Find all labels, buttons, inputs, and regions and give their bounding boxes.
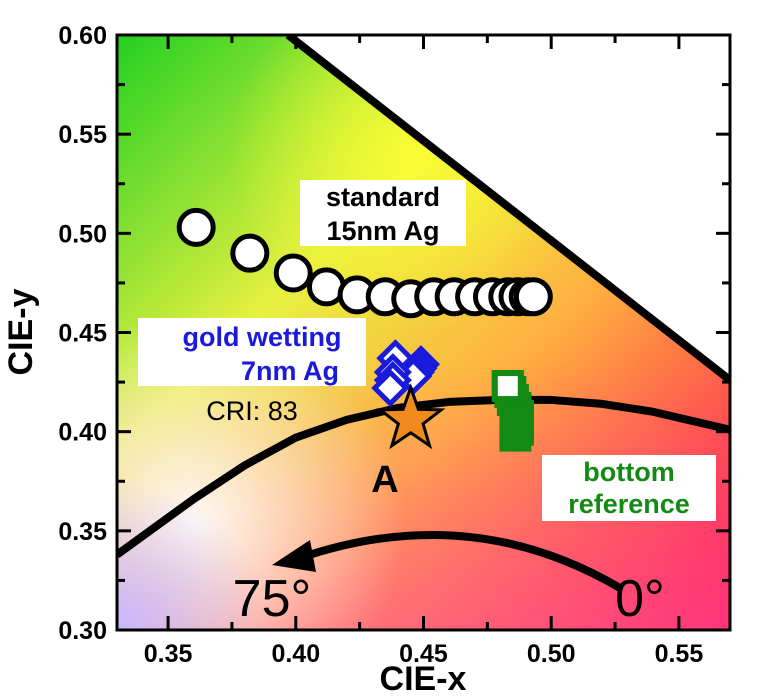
standard-label: standard (326, 182, 440, 212)
y-tick-label: 0.35 (58, 518, 107, 546)
x-tick-label: 0.55 (655, 640, 704, 668)
y-tick-label: 0.45 (58, 320, 107, 348)
bottom-label: bottom (583, 457, 674, 487)
y-tick-label: 0.55 (58, 121, 107, 149)
circle-point (273, 253, 313, 293)
circle-point (176, 207, 216, 247)
star-point (376, 383, 446, 450)
y-tick-label: 0.40 (58, 419, 107, 447)
gold-label: gold wetting (183, 322, 342, 352)
angle-end-label: 75° (233, 570, 312, 628)
angle-start-label: 0° (615, 570, 665, 628)
x-tick-label: 0.40 (271, 640, 320, 668)
cri-label: CRI: 83 (206, 396, 298, 426)
y-tick-label: 0.60 (58, 22, 107, 50)
diamond-point (371, 368, 410, 408)
square-point (499, 419, 532, 452)
x-tick-label: 0.35 (144, 640, 193, 668)
x-axis-label: CIE-x (380, 660, 467, 698)
standard-label-box (300, 180, 466, 246)
star-label: A (371, 459, 398, 501)
square-point (491, 370, 524, 403)
angle-arrow (298, 531, 623, 592)
planckian-locus-line (117, 395, 730, 558)
gold-label-box (138, 318, 366, 386)
y-tick-label: 0.30 (58, 617, 107, 645)
bottom-label-box (542, 455, 716, 521)
x-tick-label: 0.45 (399, 640, 448, 668)
boundary-line (285, 35, 730, 384)
circle-point (230, 233, 270, 273)
bottom-label-2: reference (568, 489, 690, 519)
x-tick-label: 0.50 (527, 640, 576, 668)
arrow-head (272, 540, 316, 572)
y-tick-label: 0.50 (58, 220, 107, 248)
y-axis-label: CIE-y (2, 288, 40, 375)
gold-label-2: 7nm Ag (241, 356, 339, 386)
standard-label-2: 15nm Ag (326, 216, 439, 246)
circle-point (513, 277, 553, 317)
